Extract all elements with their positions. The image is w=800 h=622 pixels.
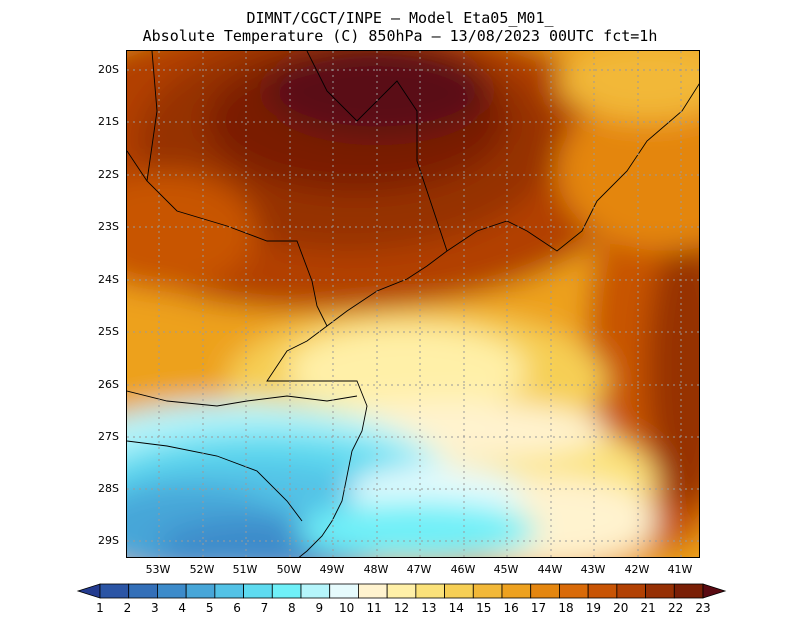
- lat-label-24s: 24S: [98, 273, 119, 286]
- lat-label-27s: 27S: [98, 430, 119, 443]
- colorbar-label: 6: [233, 601, 241, 615]
- colorbar-label: 5: [206, 601, 214, 615]
- lat-label-28s: 28S: [98, 482, 119, 495]
- colorbar-label: 9: [315, 601, 323, 615]
- colorbar-label: 16: [503, 601, 518, 615]
- colorbar-segment: [329, 583, 359, 599]
- colorbar-label: 7: [261, 601, 269, 615]
- colorbar-segment: [128, 583, 158, 599]
- lon-label-43w: 43W: [580, 563, 606, 576]
- colorbar-segment: [386, 583, 417, 599]
- colorbar-label: 20: [613, 601, 628, 615]
- lon-label-52w: 52W: [189, 563, 215, 576]
- colorbar-segment: [214, 583, 244, 599]
- colorbar: 1 2 3 4 5 6 7 8 9 10 11 12 13 14 15 16 17 18 19 20 21 22 23: [0, 580, 800, 618]
- colorbar-segment: [616, 583, 646, 599]
- colorbar-label: 12: [394, 601, 409, 615]
- colorbar-segment: [530, 583, 560, 599]
- colorbar-segment: [472, 583, 503, 599]
- colorbar-label: 2: [124, 601, 132, 615]
- colorbar-segment: [157, 583, 187, 599]
- colorbar-label: 8: [288, 601, 296, 615]
- lat-label-25s: 25S: [98, 325, 119, 338]
- colorbar-segment: [501, 583, 532, 599]
- colorbar-label: 14: [449, 601, 464, 615]
- temperature-map: [126, 50, 700, 558]
- lat-label-26s: 26S: [98, 378, 119, 391]
- grid-lines: [127, 51, 699, 557]
- title-line-2: Absolute Temperature (C) 850hPa – 13/08/…: [142, 27, 658, 45]
- lon-label-44w: 44W: [537, 563, 563, 576]
- colorbar-label: 23: [695, 601, 710, 615]
- lon-label-41w: 41W: [667, 563, 693, 576]
- lon-label-51w: 51W: [232, 563, 258, 576]
- colorbar-segment: [243, 583, 273, 599]
- colorbar-label: 17: [531, 601, 546, 615]
- lon-label-46w: 46W: [450, 563, 476, 576]
- title-line-1: DIMNT/CGCT/INPE – Model Eta05_M01_: [246, 9, 554, 27]
- colorbar-segment: [185, 583, 216, 599]
- lat-label-22s: 22S: [98, 168, 119, 181]
- lat-label-23s: 23S: [98, 220, 119, 233]
- colorbar-segment: [645, 583, 675, 599]
- colorbar-segment: [99, 583, 130, 599]
- colorbar-segment-max: [702, 583, 727, 599]
- colorbar-label: 15: [476, 601, 491, 615]
- colorbar-segment: [559, 583, 589, 599]
- colorbar-label: 10: [339, 601, 354, 615]
- lat-label-20s: 20S: [98, 63, 119, 76]
- colorbar-segment: [415, 583, 445, 599]
- lon-label-50w: 50W: [276, 563, 302, 576]
- colorbar-segment: [673, 583, 704, 599]
- colorbar-label: 11: [366, 601, 381, 615]
- coastline: [127, 51, 699, 557]
- colorbar-segment: [358, 583, 388, 599]
- colorbar-segment: [271, 583, 302, 599]
- lat-label-21s: 21S: [98, 115, 119, 128]
- lon-label-47w: 47W: [406, 563, 432, 576]
- colorbar-svg: 1 2 3 4 5 6 7 8 9 10 11 12 13 14 15 16 17 18 19 20 21 22 23: [76, 583, 727, 615]
- colorbar-label: 3: [151, 601, 159, 615]
- colorbar-label: 18: [558, 601, 573, 615]
- colorbar-segment-min: [76, 583, 101, 599]
- lon-label-48w: 48W: [363, 563, 389, 576]
- colorbar-label: 19: [586, 601, 601, 615]
- lon-label-45w: 45W: [493, 563, 519, 576]
- lon-label-49w: 49W: [319, 563, 345, 576]
- colorbar-segment: [300, 583, 331, 599]
- colorbar-segment: [444, 583, 474, 599]
- colorbar-label: 21: [641, 601, 656, 615]
- colorbar-segment: [587, 583, 618, 599]
- colorbar-label: 1: [96, 601, 104, 615]
- lon-label-42w: 42W: [624, 563, 650, 576]
- temperature-field: [127, 51, 699, 557]
- colorbar-label: 4: [178, 601, 186, 615]
- lat-label-29s: 29S: [98, 534, 119, 547]
- lon-label-53w: 53W: [145, 563, 171, 576]
- colorbar-label: 22: [668, 601, 683, 615]
- colorbar-label: 13: [421, 601, 436, 615]
